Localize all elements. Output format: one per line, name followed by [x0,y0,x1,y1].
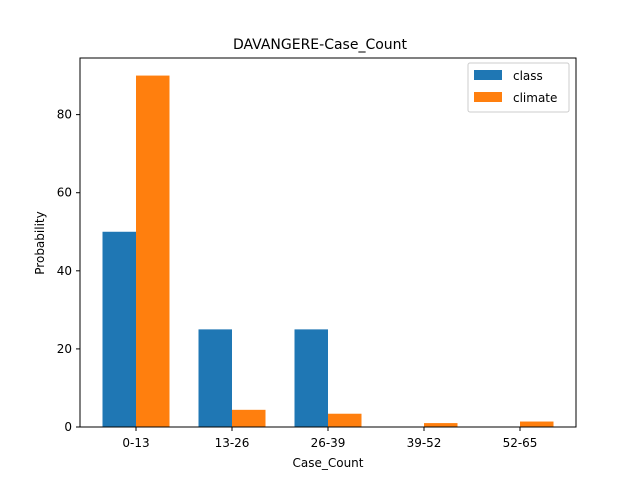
x-axis-title: Case_Count [292,456,363,470]
chart-title: DAVANGERE-Case_Count [233,37,408,53]
y-axis-title: Probability [33,211,47,274]
x-axis-ticks: 0-13 13-26 26-39 39-52 52-65 [122,427,537,450]
bar-climate-39-52 [424,423,458,427]
bar-class-26-39 [294,329,328,427]
plot-frame [79,57,577,428]
y-tick-label: 60 [57,186,72,200]
bar-class-0-13 [102,231,136,427]
x-tick-label: 39-52 [407,436,442,450]
legend: class climate [467,62,570,113]
legend-swatch-class [474,70,502,80]
y-tick-label: 0 [64,420,72,434]
legend-label-climate: climate [513,91,557,105]
x-tick-label: 52-65 [503,436,538,450]
x-tick-label: 26-39 [311,436,346,450]
bar-climate-13-26 [232,409,266,427]
x-tick-label: 0-13 [122,436,149,450]
legend-swatch-climate [474,92,502,102]
y-tick-label: 20 [57,342,72,356]
y-axis-ticks: 0 20 40 60 80 [57,108,80,434]
bar-class-13-26 [198,329,232,427]
bar-climate-0-13 [136,75,170,428]
y-tick-label: 80 [57,108,72,122]
bar-climate-52-65 [520,421,554,427]
legend-label-class: class [513,69,543,83]
y-tick-label: 40 [57,264,72,278]
bars-layer [102,75,554,428]
x-tick-label: 13-26 [215,436,250,450]
bar-climate-26-39 [328,413,362,427]
